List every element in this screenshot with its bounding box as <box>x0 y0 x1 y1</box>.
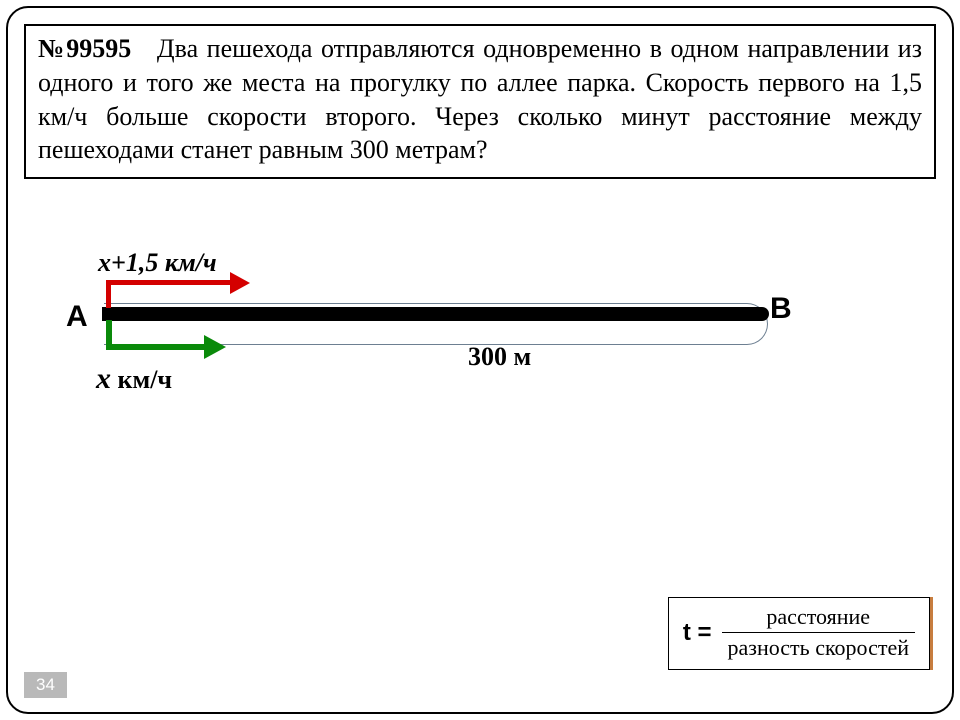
problem-statement: №99595 Два пешехода отправляются одновре… <box>24 24 936 179</box>
formula-numerator: расстояние <box>760 604 876 632</box>
speed-slow-var: х <box>96 362 111 395</box>
speed-slow-label: х км/ч <box>96 362 172 396</box>
arrow-slow-head-icon <box>204 335 226 359</box>
problem-number: №99595 <box>38 34 131 63</box>
slide-frame: №99595 Два пешехода отправляются одновре… <box>6 6 954 714</box>
point-a-label: А <box>66 300 88 334</box>
arrow-slow-icon <box>106 344 206 350</box>
page-number-badge: 34 <box>24 672 67 698</box>
arrow-fast-icon <box>106 280 232 285</box>
speed-fast-label: х+1,5 км/ч <box>98 248 217 278</box>
formula-box: t = расстояние разность скоростей <box>668 597 930 670</box>
problem-text: Два пешехода отправляются одновременно в… <box>38 34 922 164</box>
formula-denominator: разность скоростей <box>722 632 916 661</box>
point-b-label: В <box>770 292 792 326</box>
speed-slow-unit: км/ч <box>111 365 172 394</box>
motion-diagram: х+1,5 км/ч А В 300 м х км/ч <box>8 250 952 430</box>
distance-label: 300 м <box>468 342 531 372</box>
formula-lhs: t = <box>683 619 712 647</box>
arrow-fast-head-icon <box>230 272 250 294</box>
track-line <box>102 307 762 321</box>
formula-fraction: расстояние разность скоростей <box>722 604 916 661</box>
